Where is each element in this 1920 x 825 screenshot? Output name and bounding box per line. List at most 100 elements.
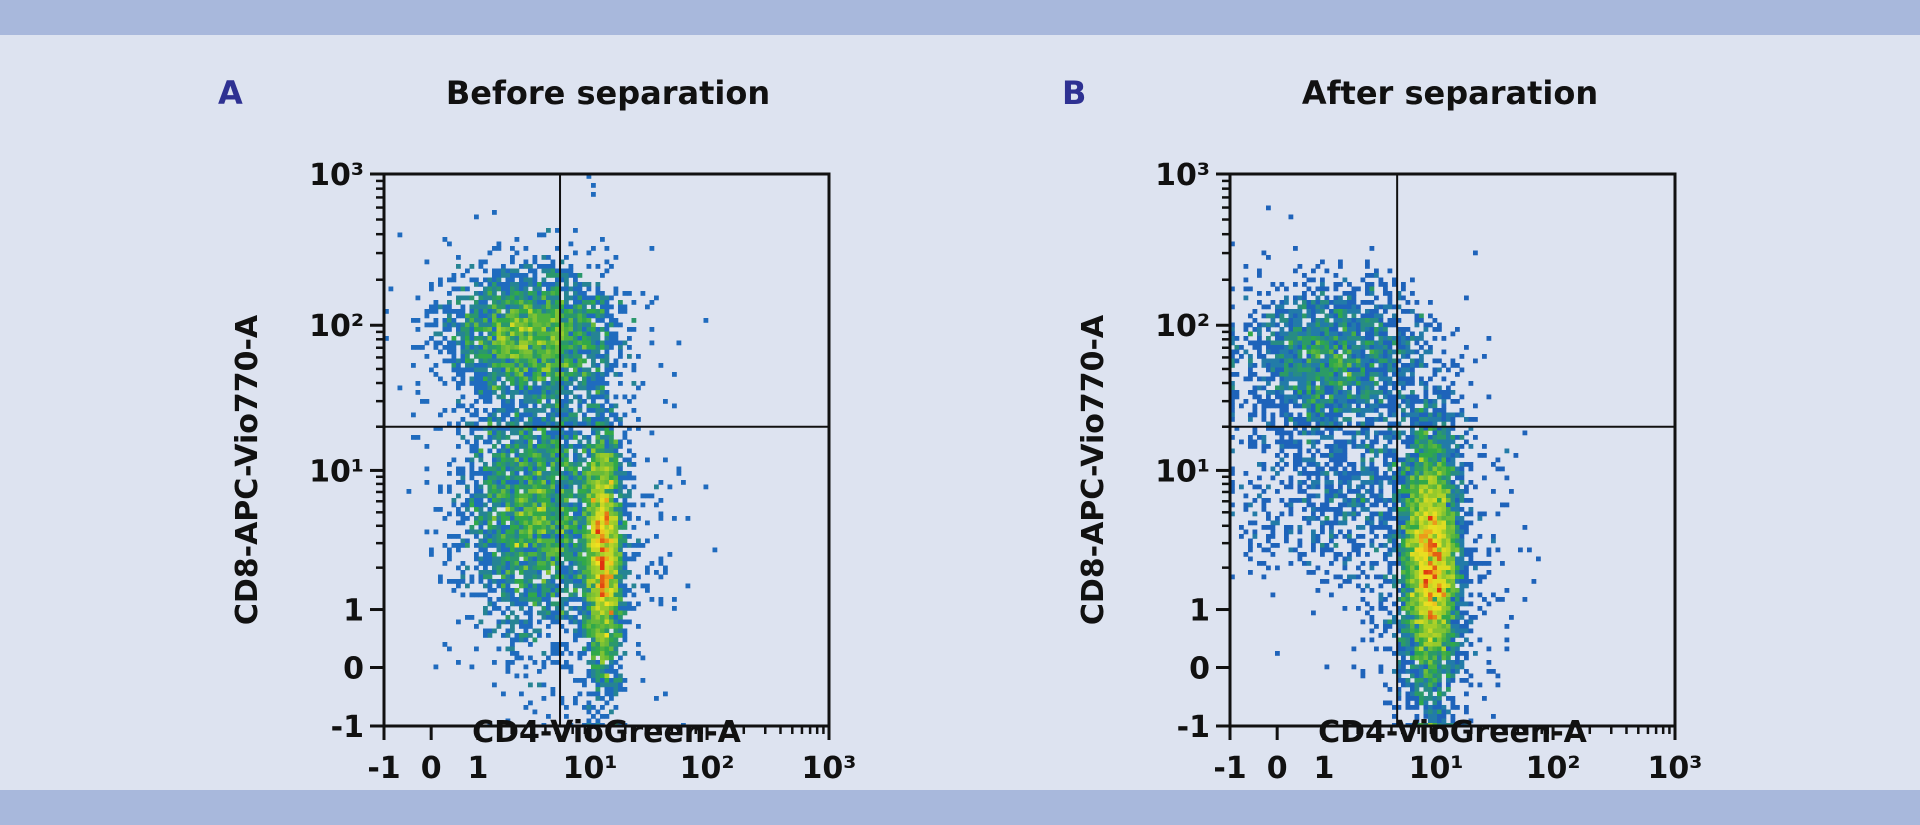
density-cell — [1284, 376, 1289, 382]
density-cell — [501, 534, 506, 539]
density-cell — [523, 435, 529, 440]
density-cell — [622, 340, 628, 346]
density-cell — [1374, 493, 1379, 499]
density-cell — [501, 426, 506, 431]
density-cell — [523, 309, 529, 314]
density-cell — [1365, 345, 1370, 350]
density-cell — [478, 363, 484, 368]
density-cell — [573, 304, 578, 310]
density-cell — [469, 340, 475, 346]
density-cell — [1315, 300, 1321, 305]
density-cell — [645, 538, 650, 544]
density-cell — [514, 462, 520, 467]
density-cell — [1320, 430, 1325, 436]
density-cell — [1338, 444, 1343, 449]
density-cell — [528, 619, 533, 625]
density-cell — [465, 331, 470, 337]
density-cell — [1275, 372, 1280, 377]
density-cell — [1401, 529, 1406, 535]
density-cell — [1374, 358, 1379, 364]
density-cell — [1455, 412, 1460, 418]
density-cell — [451, 309, 457, 314]
density-cell — [1450, 520, 1456, 526]
density-cell — [1383, 331, 1388, 337]
density-cell — [591, 673, 596, 679]
density-cell — [510, 340, 515, 346]
density-cell — [478, 471, 484, 476]
density-cell — [505, 345, 511, 350]
density-cell — [586, 516, 592, 521]
density-cell — [1279, 412, 1285, 418]
density-cell — [1279, 313, 1285, 319]
density-cell — [573, 421, 578, 427]
density-cell — [537, 318, 542, 323]
density-cell — [424, 313, 430, 319]
density-cell — [613, 687, 619, 692]
density-cell — [1302, 516, 1307, 521]
density-cell — [1288, 354, 1294, 359]
density-cell — [1432, 466, 1438, 472]
density-cell — [469, 430, 475, 436]
density-cell — [1491, 462, 1496, 467]
density-cell — [546, 493, 551, 499]
density-cell — [505, 313, 511, 319]
density-cell — [568, 336, 574, 341]
density-cell — [447, 300, 452, 305]
density-cell — [604, 349, 610, 355]
density-cell — [591, 507, 596, 512]
density-cell — [1257, 435, 1262, 440]
density-cell — [1329, 498, 1334, 503]
density-cell — [1297, 484, 1303, 490]
density-cell — [501, 561, 506, 566]
density-cell — [1311, 538, 1316, 544]
density-cell — [501, 579, 506, 584]
density-cell — [420, 345, 425, 350]
density-cell — [622, 687, 628, 692]
density-cell — [555, 439, 560, 445]
density-cell — [1423, 430, 1429, 436]
density-cell — [537, 408, 542, 413]
density-cell — [1252, 426, 1258, 431]
density-cell — [537, 444, 542, 449]
density-cell — [1302, 291, 1307, 296]
density-cell — [1423, 498, 1429, 503]
density-cell — [1423, 421, 1429, 427]
density-cell — [510, 403, 515, 409]
density-cell — [487, 399, 493, 404]
density-cell — [1428, 412, 1433, 418]
density-cell — [505, 628, 511, 634]
density-cell — [487, 426, 493, 431]
density-cell — [546, 448, 551, 454]
density-cell — [586, 462, 592, 467]
density-cell — [613, 417, 619, 422]
density-cell — [631, 592, 637, 598]
density-cell — [532, 660, 538, 665]
density-cell — [1387, 525, 1393, 530]
density-cell — [564, 601, 569, 607]
density-cell — [1441, 484, 1447, 490]
density-cell — [1279, 363, 1285, 368]
density-cell — [568, 304, 574, 310]
density-cell — [1302, 498, 1307, 503]
density-cell — [595, 484, 601, 490]
density-cell — [1401, 538, 1406, 544]
density-cell — [487, 430, 493, 436]
density-cell — [1387, 363, 1393, 368]
density-cell — [505, 543, 511, 548]
density-cell — [1446, 493, 1451, 499]
density-cell — [613, 480, 619, 485]
density-cell — [519, 484, 524, 490]
density-cell — [501, 282, 506, 287]
density-cell — [586, 705, 592, 710]
density-cell — [478, 453, 484, 458]
density-cell — [465, 318, 470, 323]
density-cell — [1351, 367, 1357, 373]
density-cell — [541, 309, 547, 314]
density-cell — [591, 349, 596, 355]
density-cell — [1383, 471, 1388, 476]
density-cell — [586, 561, 592, 566]
density-cell — [1252, 412, 1258, 418]
density-cell — [1266, 345, 1271, 350]
density-cell — [1464, 417, 1469, 422]
density-cell — [523, 673, 529, 679]
